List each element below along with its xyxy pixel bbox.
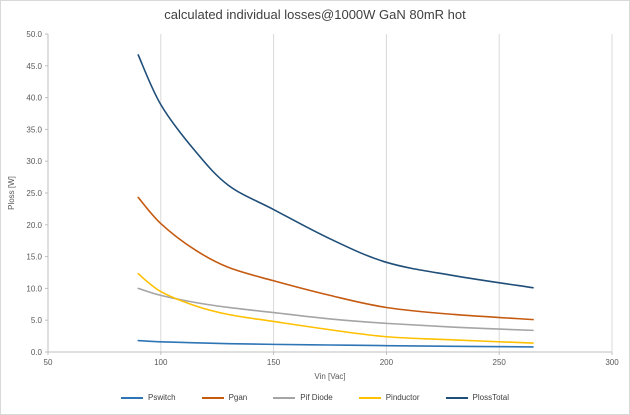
legend-swatch: [273, 396, 296, 399]
legend-item-pif-diode: Pif Diode: [273, 393, 333, 402]
x-tick-label: 50: [44, 358, 53, 367]
legend-label: Pif Diode: [300, 393, 333, 402]
legend-label: PlossTotal: [472, 393, 509, 402]
grid-layer: [160, 34, 613, 352]
y-tick-label: 10.0: [26, 284, 42, 293]
y-tick-label: 45.0: [26, 62, 42, 71]
series-line-plosstotal: [137, 54, 534, 289]
y-tick-label: 30.0: [26, 157, 42, 166]
series-line-pswitch: [137, 339, 534, 348]
legend-label: Pgan: [228, 393, 248, 402]
y-tick-label: 25.0: [26, 189, 42, 198]
x-tick-label: 200: [380, 358, 394, 367]
x-axis-label: Vin [Vac]: [314, 372, 345, 381]
legend-label: Pswitch: [148, 393, 176, 402]
axis-layer: [45, 33, 613, 355]
legend-swatch: [201, 396, 224, 399]
x-tick-label: 300: [605, 358, 619, 367]
legend-swatch: [121, 396, 143, 399]
legend-swatch: [445, 396, 468, 399]
x-tick-label: 250: [493, 358, 507, 367]
y-tick-label: 0.0: [31, 348, 43, 357]
series-line-pif-diode: [137, 287, 534, 332]
chart-title: calculated individual losses@1000W GaN 8…: [164, 7, 466, 22]
y-tick-label: 5.0: [31, 316, 43, 325]
x-tick-label: 100: [154, 358, 168, 367]
y-tick-label: 35.0: [26, 125, 42, 134]
y-tick-label: 50.0: [26, 30, 42, 39]
y-tick-label: 40.0: [26, 94, 42, 103]
series-layer: [137, 54, 534, 348]
series-line-pinductor: [137, 272, 534, 344]
legend-label: Pinductor: [385, 393, 420, 402]
legend-item-pinductor: Pinductor: [358, 393, 420, 402]
x-tick-label: 150: [267, 358, 281, 367]
y-tick-label: 15.0: [26, 253, 42, 262]
legend-item-pswitch: Pswitch: [121, 393, 176, 402]
legend: Pswitch Pgan Pif Diode Pinductor PlossTotal: [0, 393, 630, 402]
y-axis-label: Ploss [W]: [7, 176, 16, 210]
legend-item-pgan: Pgan: [201, 393, 248, 402]
legend-item-plosstotal: PlossTotal: [445, 393, 509, 402]
legend-swatch: [358, 396, 381, 399]
tick-layer: 50 100 150 200 250 300 0.0 5.0 10.0 15.0 20.0 25.0 3…: [26, 30, 619, 367]
series-line-pgan: [137, 196, 534, 321]
y-tick-label: 20.0: [26, 221, 42, 230]
